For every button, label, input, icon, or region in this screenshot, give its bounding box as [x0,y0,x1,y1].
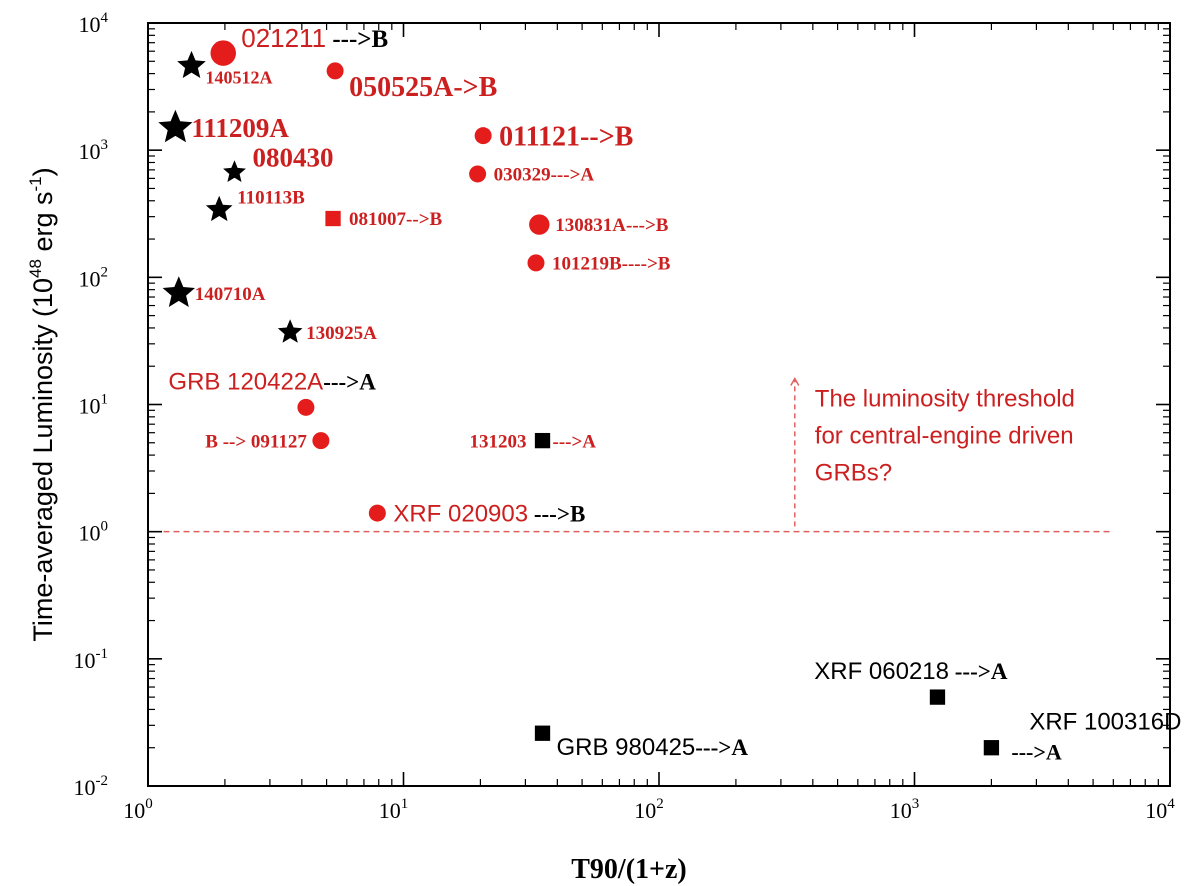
point-marker-circle [312,432,330,450]
y-tick-label: 103 [79,137,109,164]
threshold-arrowhead [790,377,800,386]
y-tick-label: 10-1 [74,646,109,673]
data-marks [158,40,1000,756]
point-marker-circle [469,165,487,183]
point-label: 080430 [252,142,333,172]
plot-frame [147,22,1171,787]
point-marker-circle [527,254,545,272]
point-label: 131203 [470,431,527,452]
point-label: 021211 --->B [241,23,388,53]
y-tick-label: 10-2 [74,773,109,800]
point-label-suffix: --->A [323,369,376,394]
point-marker-circle [474,127,492,145]
threshold-annotation-line: The luminosity threshold [815,386,1075,413]
x-tick-label: 103 [890,796,920,823]
point-marker-square [983,740,1000,756]
point-label: XRF 100316D [1029,709,1181,736]
point-label: B --> 091127 [205,431,307,452]
point-label: 111209A [191,113,289,143]
point-label: --->A [1011,740,1062,765]
point-label: 081007-->B [349,209,442,230]
axis-tick-labels: 100 101 102 103 104 10-2 10-1 100 101 102 103 104 [74,10,1176,823]
point-marker-circle [210,40,236,66]
point-label: GRB 980425--->A [557,734,749,761]
point-marker-star [223,160,246,182]
point-label: XRF 060218 --->A [814,658,1008,685]
point-label: 140710A [195,284,266,305]
point-label: 140512A [206,67,273,87]
point-marker-square [534,725,551,741]
threshold-annotation-line: GRBs? [815,460,892,487]
point-label: 130831A--->B [555,215,669,236]
y-tick-label: 104 [79,10,109,37]
point-label: 110113B [237,188,305,209]
x-tick-label: 102 [634,796,664,823]
point-label-suffix: --->A [949,659,1008,684]
point-marker-square [929,689,946,705]
x-tick-label: 100 [123,796,153,823]
point-marker-star [205,195,233,222]
point-marker-square [534,432,551,449]
point-label: 030329--->A [494,165,595,186]
point-label-suffix: --->B [528,501,585,526]
point-label: 011121-->B [499,121,633,152]
point-marker-circle [326,62,344,80]
point-label: GRB 120422A--->A [168,368,376,395]
threshold-layer: The luminosity threshold for central-engi… [163,377,1114,533]
x-tick-label: 101 [379,796,409,823]
x-axis-label: T90/(1+z) [571,854,687,885]
point-label-suffix: --->A [695,735,748,760]
point-label: 101219B---->B [552,253,671,274]
point-marker-star [158,109,193,143]
point-marker-star [177,50,206,78]
point-label: 130925A [306,323,377,344]
point-marker-star [162,276,195,307]
point-marker-square [325,210,341,227]
point-marker-star [277,319,303,343]
x-tick-label: 104 [1145,796,1175,823]
point-label: XRF 020903 --->B [393,500,585,527]
point-marker-circle [368,504,386,522]
y-tick-label: 101 [79,392,109,419]
point-label-suffix: --->A [553,431,597,452]
y-tick-label: 100 [79,519,109,546]
point-label: 050525A->B [349,72,497,103]
threshold-annotation-line: for central-engine driven [815,423,1074,450]
point-marker-circle [297,398,315,416]
point-label-suffix: --->B [326,26,388,53]
point-labels: 021211 --->B 140512A 050525A->B 111209A 0111… [168,23,1181,765]
y-tick-label: 102 [79,264,109,291]
point-marker-circle [529,214,550,235]
y-axis-label: Time-averaged Luminosity (1048 erg s-1) [26,167,58,641]
